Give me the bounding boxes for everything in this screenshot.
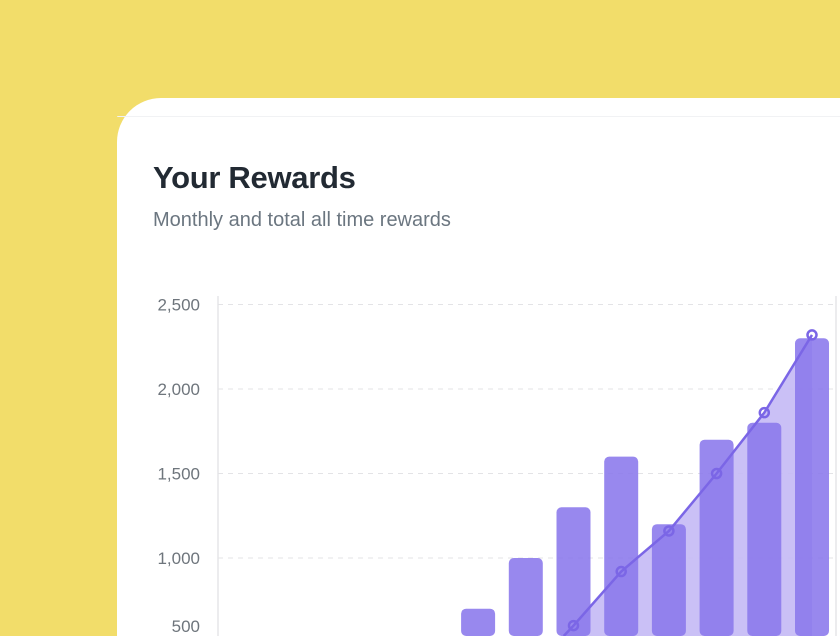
- y-tick-label: 2,500: [157, 296, 200, 315]
- line-point: [758, 406, 771, 419]
- monthly-bar: [651, 524, 686, 636]
- monthly-bar: [556, 507, 591, 636]
- monthly-bar: [699, 439, 734, 636]
- line-point: [615, 565, 627, 578]
- cumulative-line: [562, 334, 814, 636]
- card-divider: [117, 116, 840, 117]
- rewards-card: Your Rewards Monthly and total all time …: [117, 98, 840, 636]
- monthly-bar: [604, 456, 639, 636]
- y-tick-label: 2,000: [157, 380, 200, 399]
- card-subtitle: Monthly and total all time rewards: [153, 209, 451, 231]
- monthly-bar: [795, 338, 829, 636]
- line-point: [567, 619, 580, 632]
- y-tick-label: 1,000: [157, 549, 200, 568]
- monthly-bar: [461, 608, 496, 636]
- card-title: Your Rewards: [153, 160, 356, 195]
- monthly-bar: [508, 558, 543, 636]
- line-point: [806, 329, 818, 341]
- monthly-bar: [747, 422, 782, 636]
- y-tick-label: 1,500: [157, 465, 200, 484]
- line-point: [710, 467, 723, 480]
- y-tick-label: 500: [172, 617, 200, 636]
- line-point: [663, 525, 675, 537]
